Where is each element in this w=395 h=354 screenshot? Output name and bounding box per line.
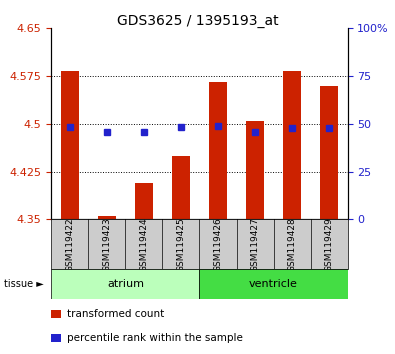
Text: GSM119426: GSM119426 [213,217,222,272]
Text: atrium: atrium [107,279,144,289]
Bar [172,156,190,219]
Bar [60,71,79,219]
Text: GSM119422: GSM119422 [65,217,74,272]
Text: tissue ►: tissue ► [4,279,44,289]
Text: transformed count: transformed count [67,309,164,319]
Bar [246,121,264,219]
Text: percentile rank within the sample: percentile rank within the sample [67,333,243,343]
Text: GSM119427: GSM119427 [250,217,260,272]
Text: GSM119425: GSM119425 [177,217,186,272]
Bar [98,216,116,219]
Text: GSM119423: GSM119423 [102,217,111,272]
Bar [209,82,227,219]
Bar [51,269,199,299]
Bar [320,86,339,219]
Bar [283,71,301,219]
Text: ventricle: ventricle [249,279,298,289]
Text: GSM119428: GSM119428 [288,217,297,272]
Text: GDS3625 / 1395193_at: GDS3625 / 1395193_at [117,14,278,28]
Text: GSM119424: GSM119424 [139,217,149,272]
Bar [135,183,153,219]
Text: GSM119429: GSM119429 [325,217,334,272]
Bar [199,269,348,299]
